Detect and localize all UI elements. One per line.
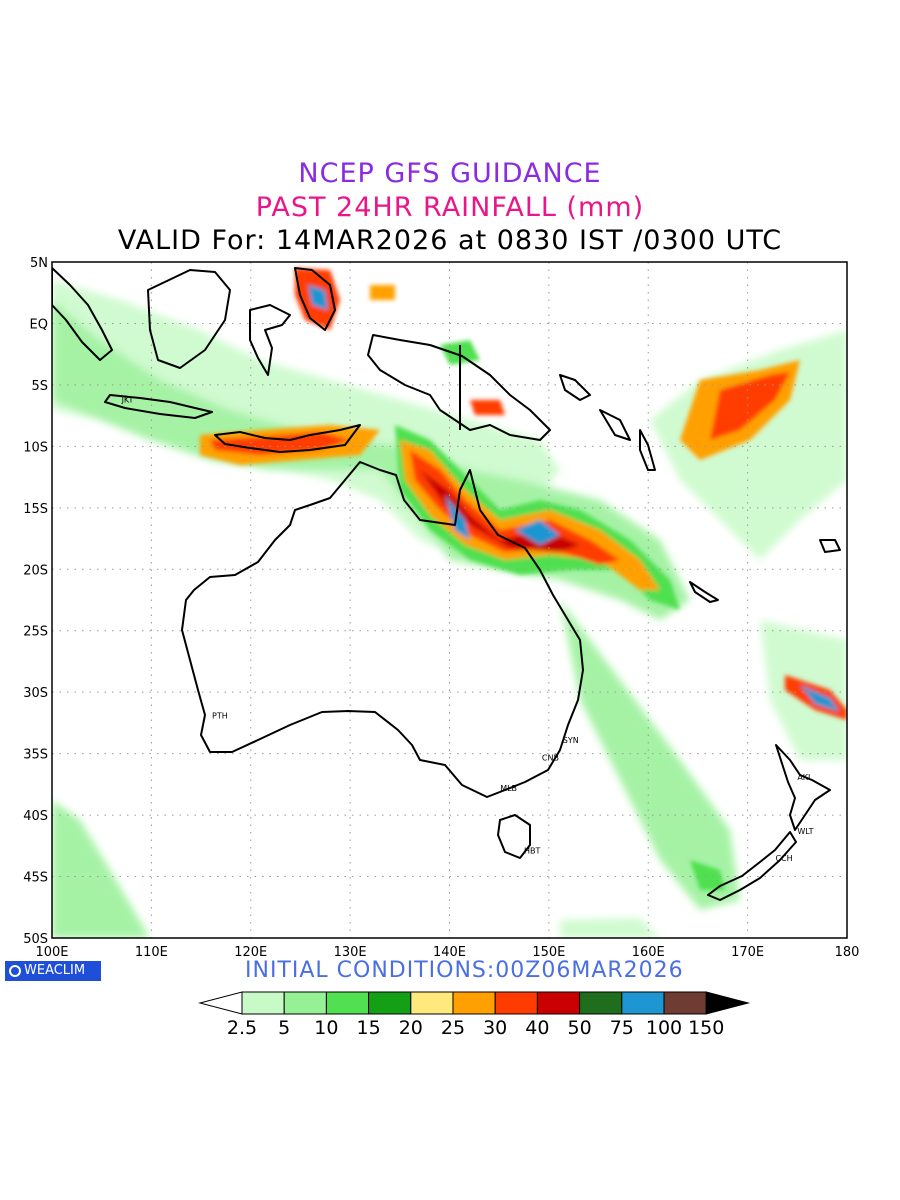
colorbar-swatch [621,991,665,1015]
rain-band-southwest [52,800,150,938]
map-frame [51,261,848,939]
lon-tick-label: 120E [234,945,267,960]
colorbar-label: 150 [688,1017,724,1039]
colorbar-swatch [663,991,707,1015]
lat-tick-label: 10S [23,440,48,455]
lat-tick-label: 40S [23,809,48,824]
rain-band-tasman [560,600,740,910]
logo-ring-icon [9,965,21,977]
axis-labels: 100E 110E 120E 130E 140E 150E 160E 170E 180 5N EQ 5… [23,256,859,960]
logo-text: WEACLIM [24,963,86,978]
lat-tick-label: 5S [31,379,48,394]
coast-borneo [147,269,231,369]
station-labels: JKT PTH SYN CNB MLB HBT AKL WLT CCH [121,396,814,863]
lon-tick-label: 140E [433,945,466,960]
colorbar-swatch [241,991,285,1015]
colorbar-swatch [325,991,370,1015]
colorbar-label: 30 [483,1017,507,1039]
station-label: SYN [563,736,579,745]
lat-tick-label: 20S [23,563,48,578]
lat-tick-label: 15S [23,502,48,517]
rainfall-field [52,268,847,938]
coast-vanuatu [639,429,656,471]
lat-tick-label: 45S [23,871,48,886]
lon-tick-label: 150E [532,945,565,960]
station-label: JKT [121,396,134,405]
coast-java [104,394,213,419]
lon-tick-label: 180 [835,945,860,960]
station-label: AKL [797,773,813,782]
rain-core-mindanao-blue [308,285,328,310]
valid-time-label: VALID For: 14MAR2026 at 0830 IST /0300 U… [117,225,783,256]
colorbar-swatch [410,991,454,1015]
station-label: CCH [775,854,792,863]
lat-tick-label: 5N [30,256,48,271]
colorbar-label: 50 [568,1017,592,1039]
coast-sumatra [52,267,113,361]
lat-tick-label: 35S [23,748,48,763]
colorbar-label: 20 [399,1017,423,1039]
colorbar-label: 15 [357,1017,381,1039]
weaclim-logo: WEACLIM [5,961,101,981]
colorbar-swatch [283,991,327,1015]
chart-subtitle: PAST 24HR RAINFALL (mm) [255,192,645,223]
rain-band-pacific [650,330,847,560]
map-grid [52,262,847,938]
lon-tick-label: 110E [135,945,168,960]
coast-newguinea [367,334,551,441]
colorbar-arrow-left [198,991,243,1015]
station-label: WLT [797,827,813,836]
lat-tick-label: 30S [23,686,48,701]
colorbar-swatch [452,991,496,1015]
coast-tasmania [497,814,531,859]
station-label: HBT [524,847,541,856]
coast-lesser-sunda [214,424,361,453]
station-label: PTH [212,712,228,721]
rain-core-bintang [370,285,395,300]
rain-core-carpentaria-blue [445,495,560,545]
lon-tick-label: 100E [35,945,68,960]
lat-tick-label: 25S [23,625,48,640]
coast-nz-north [775,744,831,831]
coastlines [52,267,841,901]
colorbar-label: 25 [441,1017,465,1039]
lon-tick-label: 170E [731,945,764,960]
lon-tick-label: 130E [334,945,367,960]
colorbar-label: 100 [646,1017,682,1039]
chart-title: NCEP GFS GUIDANCE [298,158,602,189]
colorbar-swatch [536,991,581,1015]
station-label: CNB [542,753,559,762]
initial-conditions-label: INITIAL CONDITIONS:00Z06MAR2026 [245,958,684,983]
colorbar-swatch [494,991,538,1015]
colorbar-label: 10 [314,1017,338,1039]
lat-tick-label: 50S [23,932,48,947]
rain-core-newguinea [470,400,505,415]
station-label: MLB [500,784,517,793]
rain-band-southeast [560,918,660,938]
coast-solomon [559,374,631,441]
rain-core-tasman [690,860,725,890]
colorbar-swatch [579,991,623,1015]
coast-nz-south [707,831,797,901]
colorbar-label: 40 [525,1017,549,1039]
rain-core-fiji-red [710,372,790,440]
lat-tick-label: EQ [30,317,48,332]
coast-mindanao [294,267,336,331]
coast-fiji [819,539,841,553]
colorbar-swatch [368,991,412,1015]
colorbar-label: 5 [278,1017,290,1039]
coast-sulawesi [249,304,291,376]
coast-australia [181,461,584,798]
lon-tick-label: 160E [632,945,665,960]
colorbar-label: 75 [610,1017,634,1039]
colorbar-arrow-right [705,991,751,1015]
rain-core-carpentaria-red [410,450,620,565]
colorbar-label: 2.5 [227,1017,257,1039]
colorbar: 2.5 5 10 15 20 25 30 40 50 75 100 150 [198,991,751,1039]
coast-new-caledonia [689,581,719,603]
